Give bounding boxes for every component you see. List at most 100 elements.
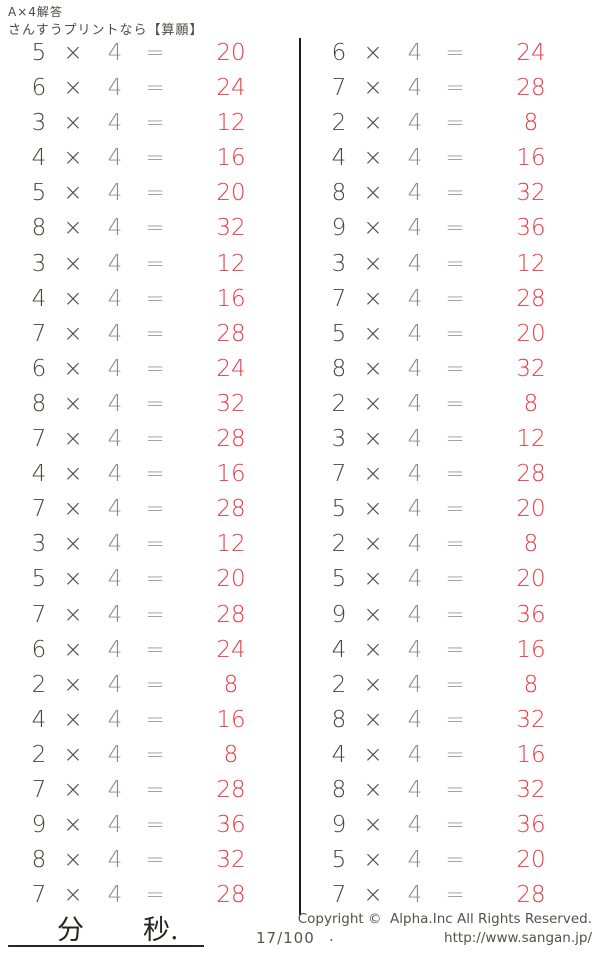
multiplicand-value: 4: [331, 145, 347, 172]
answer-value: 28: [516, 285, 546, 312]
multiplicand-value: 7: [31, 882, 47, 909]
page-number: 17/100: [256, 929, 315, 947]
multiplicand-value: 7: [331, 285, 347, 312]
website-url: http://www.sangan.jp/: [444, 930, 592, 946]
equals-sign: =: [145, 741, 165, 768]
column-divider: [299, 38, 301, 915]
multiplicand-value: 8: [31, 390, 47, 417]
equals-sign: =: [145, 601, 165, 628]
multiplier-value: 4: [107, 250, 123, 277]
times-sign: ×: [363, 145, 383, 172]
equals-sign: =: [145, 636, 165, 663]
multiplicand-value: 6: [31, 75, 47, 102]
problem-row: 5 × 4 = 20: [0, 566, 300, 601]
multiplicand-value: 5: [331, 847, 347, 874]
problem-row: 5 × 4 = 20: [0, 40, 300, 75]
times-sign: ×: [363, 75, 383, 102]
equals-sign: =: [145, 215, 165, 242]
problem-row: 2 × 4 = 8: [0, 672, 300, 707]
times-sign: ×: [363, 882, 383, 909]
answer-value: 32: [216, 847, 246, 874]
multiplier-value: 4: [407, 706, 423, 733]
multiplicand-value: 5: [31, 40, 47, 66]
problem-row: 7 × 4 = 28: [0, 321, 300, 356]
multiplier-value: 4: [407, 40, 423, 66]
times-sign: ×: [63, 741, 83, 768]
answer-value: 20: [516, 847, 546, 874]
times-sign: ×: [63, 531, 83, 558]
multiplier-value: 4: [107, 110, 123, 137]
multiplicand-value: 5: [331, 566, 347, 593]
multiplier-value: 4: [407, 741, 423, 768]
answer-value: 36: [516, 812, 546, 839]
answer-value: 32: [516, 355, 546, 382]
times-sign: ×: [363, 180, 383, 207]
multiplier-value: 4: [107, 75, 123, 102]
multiplier-value: 4: [107, 706, 123, 733]
equals-sign: =: [445, 110, 465, 137]
answer-value: 12: [216, 110, 246, 137]
answer-value: 8: [523, 390, 539, 417]
answer-value: 8: [523, 671, 539, 698]
multiplicand-value: 7: [31, 496, 47, 523]
multiplier-value: 4: [107, 882, 123, 909]
multiplicand-value: 7: [331, 461, 347, 488]
answer-value: 36: [516, 601, 546, 628]
problem-row: 4 × 4 = 16: [0, 286, 300, 321]
answer-value: 20: [516, 320, 546, 347]
equals-sign: =: [145, 355, 165, 382]
problem-row: 6 × 4 = 24: [300, 40, 600, 75]
multiplicand-value: 3: [331, 250, 347, 277]
equals-sign: =: [445, 882, 465, 909]
equals-sign: =: [445, 706, 465, 733]
times-sign: ×: [363, 426, 383, 453]
multiplier-value: 4: [407, 110, 423, 137]
equals-sign: =: [145, 75, 165, 102]
problem-row: 7 × 4 = 28: [0, 426, 300, 461]
problem-row: 4 × 4 = 16: [0, 707, 300, 742]
equals-sign: =: [145, 180, 165, 207]
equals-sign: =: [445, 461, 465, 488]
problem-row: 8 × 4 = 32: [300, 707, 600, 742]
multiplicand-value: 8: [31, 215, 47, 242]
times-sign: ×: [63, 285, 83, 312]
page-header: A×4解答 さんすうプリントなら【算願】: [8, 5, 203, 39]
equals-sign: =: [445, 390, 465, 417]
times-sign: ×: [363, 671, 383, 698]
equals-sign: =: [445, 566, 465, 593]
times-sign: ×: [63, 320, 83, 347]
equals-sign: =: [445, 671, 465, 698]
multiplicand-value: 8: [331, 706, 347, 733]
equals-sign: =: [445, 776, 465, 803]
problems-column-left: 5 × 4 = 20 6 × 4 = 24 3 × 4 = 12 4 × 4 = 16 5 × 4 = 20 8 × 4 = 32 3 × 4 =…: [0, 40, 300, 917]
multiplier-value: 4: [407, 531, 423, 558]
answer-value: 24: [516, 40, 546, 66]
problem-row: 3 × 4 = 12: [0, 531, 300, 566]
answer-value: 32: [516, 180, 546, 207]
answer-value: 32: [216, 215, 246, 242]
equals-sign: =: [145, 812, 165, 839]
equals-sign: =: [145, 671, 165, 698]
multiplier-value: 4: [107, 390, 123, 417]
multiplier-value: 4: [107, 671, 123, 698]
answer-value: 16: [216, 145, 246, 172]
times-sign: ×: [63, 250, 83, 277]
answer-value: 32: [516, 776, 546, 803]
problem-row: 8 × 4 = 32: [0, 215, 300, 250]
multiplier-value: 4: [407, 601, 423, 628]
multiplier-value: 4: [407, 671, 423, 698]
problem-row: 2 × 4 = 8: [300, 672, 600, 707]
multiplier-value: 4: [407, 847, 423, 874]
times-sign: ×: [363, 706, 383, 733]
equals-sign: =: [445, 320, 465, 347]
times-sign: ×: [63, 636, 83, 663]
equals-sign: =: [445, 180, 465, 207]
multiplier-value: 4: [107, 847, 123, 874]
multiplicand-value: 4: [31, 145, 47, 172]
multiplier-value: 4: [107, 601, 123, 628]
times-sign: ×: [63, 390, 83, 417]
problem-row: 9 × 4 = 36: [0, 812, 300, 847]
answer-value: 20: [516, 496, 546, 523]
equals-sign: =: [445, 355, 465, 382]
problem-row: 2 × 4 = 8: [0, 742, 300, 777]
